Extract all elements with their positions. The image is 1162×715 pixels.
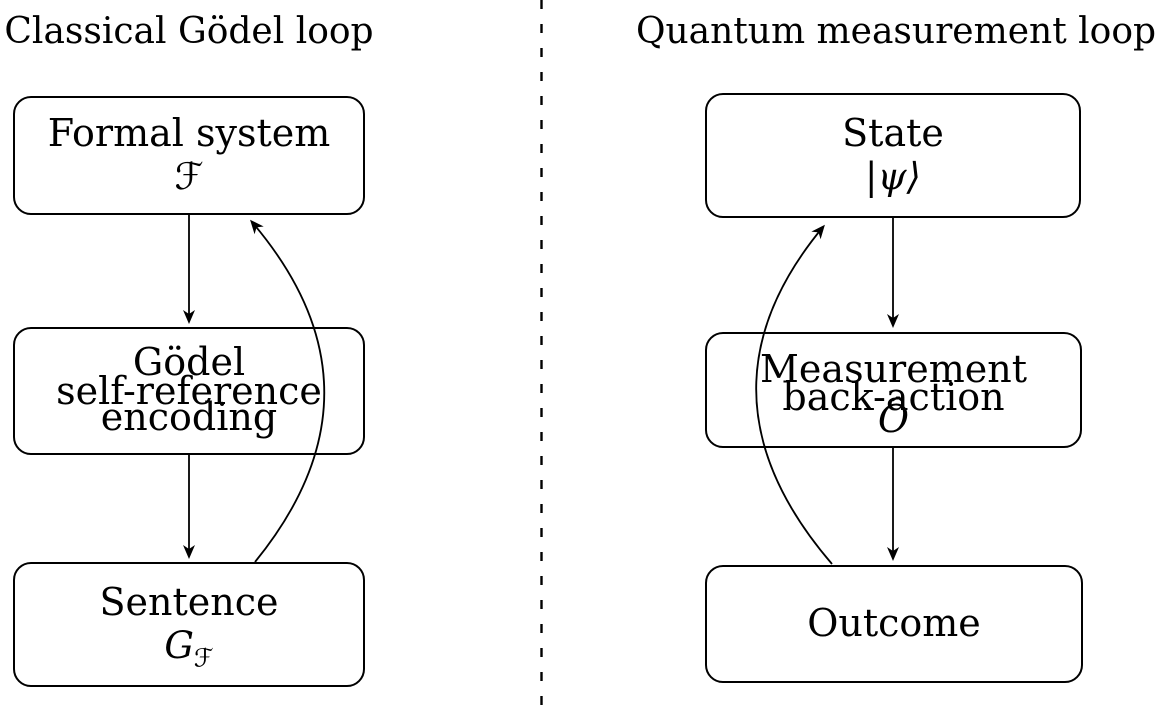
node-formal-system-symbol: ℱ — [174, 155, 204, 199]
node-outcome-label: Outcome — [807, 601, 981, 646]
node-godel-encoding: Gödel self-reference encoding — [13, 327, 365, 455]
node-sentence-label: Sentence — [99, 580, 279, 625]
node-measurement-symbol: Ô — [877, 397, 910, 441]
left-panel-title: Classical Gödel loop — [4, 11, 374, 52]
node-measurement: Measurement back-action Ô — [705, 332, 1082, 448]
sentence-symbol-base: G — [164, 624, 194, 668]
sentence-symbol-subscript: ℱ — [193, 643, 214, 673]
node-outcome: Outcome — [705, 565, 1083, 683]
node-sentence-symbol: Gℱ — [164, 624, 213, 670]
node-state-label: State — [842, 111, 944, 156]
node-formal-system-label: Formal system — [47, 111, 331, 156]
node-formal-system: Formal system ℱ — [13, 96, 365, 215]
node-state: State |ψ⟩ — [705, 93, 1081, 218]
node-sentence: Sentence Gℱ — [13, 562, 365, 687]
right-panel-title: Quantum measurement loop — [635, 11, 1157, 52]
node-state-symbol: |ψ⟩ — [865, 155, 921, 199]
node-godel-encoding-label-line2: encoding — [100, 395, 278, 439]
node-godel-encoding-label-line1: Gödel — [132, 340, 246, 384]
